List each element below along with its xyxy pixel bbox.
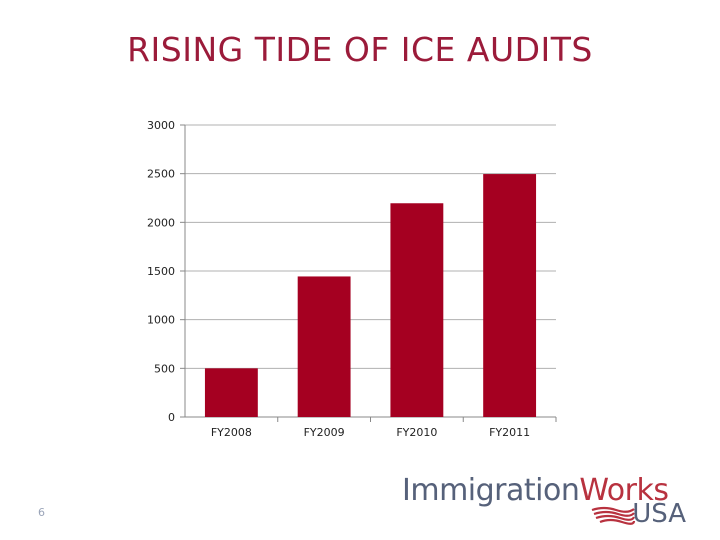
bar-fy2008 [204,368,258,417]
x-tick-label: FY2011 [489,426,530,439]
logo-word-usa: USA [632,499,686,529]
immigrationworks-usa-logo: ImmigrationWorks USA [402,473,694,529]
x-tick-label: FY2008 [211,426,252,439]
x-tick-label: FY2010 [396,426,437,439]
y-axis-tick-labels: 0 500 1000 1500 2000 2500 3000 [147,119,175,424]
x-axis-tick-labels: FY2008 FY2009 FY2010 FY2011 [211,426,530,439]
bar-fy2010 [390,203,444,417]
bar-fy2011 [483,174,537,417]
y-tick-label: 1500 [147,265,175,278]
x-tick-label: FY2009 [304,426,345,439]
y-tick-label: 1000 [147,314,175,327]
bar-fy2009 [297,276,351,417]
page-number: 6 [38,506,45,519]
y-tick-label: 2500 [147,168,175,181]
chart-bars [204,174,537,417]
y-tick-label: 500 [154,362,175,375]
flag-stripes-icon [591,506,636,525]
logo-wordmark: ImmigrationWorks [402,473,669,508]
y-tick-label: 3000 [147,119,175,132]
logo-word-immigration: Immigration [402,473,580,508]
slide-title: RISING TIDE OF ICE AUDITS [127,30,593,69]
y-tick-label: 0 [168,411,175,424]
logo-word-works: Works [579,473,669,508]
y-tick-label: 2000 [147,216,175,229]
